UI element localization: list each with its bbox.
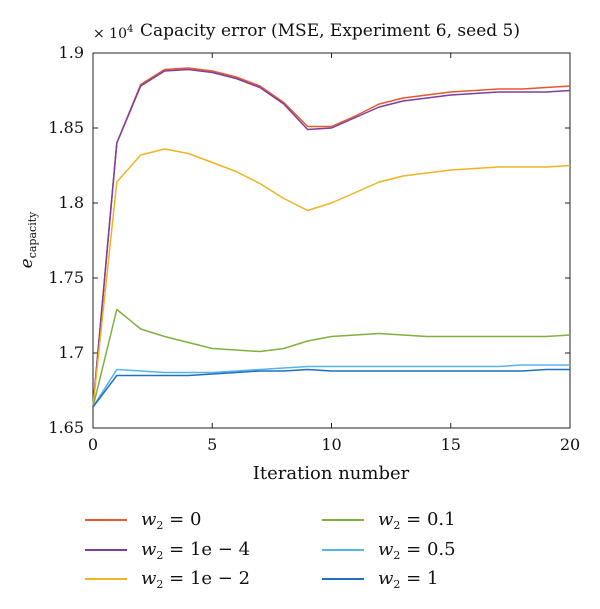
- series-line-w2-0.1: [92, 308, 571, 408]
- y-axis-exponent: × 104: [93, 24, 133, 42]
- series-line-w2-1: [92, 368, 570, 408]
- y-tick-label: 1.7: [59, 343, 84, 362]
- x-tick-label: 20: [560, 435, 580, 454]
- capacity-error-chart: × 104 Capacity error (MSE, Experiment 6,…: [17, 21, 580, 484]
- x-tick-label: 15: [441, 435, 461, 454]
- ticks-layer: 0 5 10 15 20 1.65 1.7 1.75 1.8 1.85 1.9: [48, 43, 580, 454]
- y-axis-label-main: e: [17, 258, 37, 268]
- y-tick-label: 1.9: [59, 43, 84, 62]
- y-tick-label: 1.85: [48, 118, 84, 137]
- legend-item-w2-0.5: w2 = 0.5: [322, 538, 456, 562]
- legend-item-w2-1e-2: w2 = 1e − 2: [85, 567, 251, 591]
- x-axis-label: Iteration number: [253, 463, 410, 484]
- series-line-w2-0.5: [92, 364, 570, 408]
- legend-label: w2 = 0.5: [378, 538, 456, 562]
- series-line-w2-0: [92, 67, 571, 408]
- legend-swatch: [85, 519, 127, 521]
- legend-swatch: [322, 519, 364, 521]
- x-tick-label: 0: [88, 435, 98, 454]
- x-tick-label: 10: [321, 435, 341, 454]
- legend-label: w2 = 1e − 2: [141, 567, 251, 591]
- y-axis-label-sub: capacity: [26, 211, 39, 258]
- y-axis-label: ecapacity: [17, 211, 39, 268]
- legend: w2 = 0 w2 = 1e − 4 w2 = 1e − 2 w2 = 0.1 …: [0, 500, 600, 609]
- legend-item-w2-0: w2 = 0: [85, 508, 202, 532]
- legend-item-w2-0.1: w2 = 0.1: [322, 508, 456, 532]
- legend-label: w2 = 0: [141, 508, 202, 532]
- y-tick-label: 1.75: [48, 268, 84, 287]
- legend-swatch: [85, 578, 127, 580]
- legend-item-w2-1e-4: w2 = 1e − 4: [85, 538, 251, 562]
- y-axis-exponent-power: 4: [127, 24, 133, 35]
- legend-swatch: [322, 578, 364, 580]
- svg-text:ecapacity: ecapacity: [17, 211, 39, 268]
- series-line-w2-1e-4: [92, 68, 571, 408]
- y-tick-label: 1.65: [48, 418, 84, 437]
- legend-label: w2 = 0.1: [378, 508, 456, 532]
- x-tick-label: 5: [207, 435, 217, 454]
- series-lines: [92, 67, 571, 408]
- legend-item-w2-1: w2 = 1: [322, 567, 439, 591]
- series-line-w2-1e-2: [92, 148, 571, 408]
- y-tick-label: 1.8: [59, 193, 84, 212]
- legend-swatch: [322, 549, 364, 551]
- legend-label: w2 = 1: [378, 567, 439, 591]
- legend-label: w2 = 1e − 4: [141, 538, 251, 562]
- chart-title: Capacity error (MSE, Experiment 6, seed …: [140, 21, 520, 41]
- legend-swatch: [85, 549, 127, 551]
